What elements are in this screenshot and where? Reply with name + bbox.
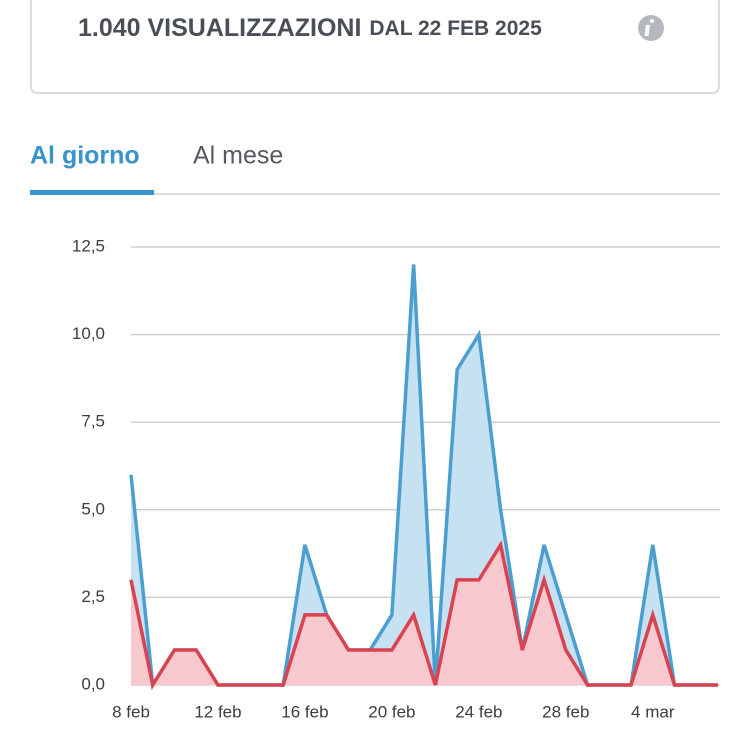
y-tick-label: 0,0: [81, 674, 105, 693]
info-icon[interactable]: [638, 15, 664, 41]
tab-day[interactable]: Al giorno: [30, 142, 140, 170]
area-line: [129, 540, 718, 690]
card: [30, 0, 720, 94]
views-since: DAL 22 FEB 2025: [369, 17, 542, 40]
plot: 0,0 2,5 5,0 7,5 10,0 12,5 8 feb 12 feb 16 feb 20 …: [72, 236, 720, 721]
tab-month[interactable]: Al mese: [193, 142, 283, 170]
x-tick-label: 20 feb: [368, 702, 415, 721]
y-tick-label: 10,0: [72, 324, 105, 343]
x-tick-label: 4 mar: [631, 702, 675, 721]
x-tick-label: 16 feb: [281, 702, 328, 721]
y-tick-label: 7,5: [81, 412, 105, 431]
y-tick-label: 2,5: [81, 587, 105, 606]
x-tick-label: 24 feb: [455, 702, 502, 721]
y-tick-label: 5,0: [81, 499, 105, 518]
x-tick-label: 12 feb: [194, 702, 241, 721]
area-fill: [131, 544, 718, 685]
views-count: 1.040 VISUALIZZAZIONI: [78, 14, 361, 42]
views-summary: 1.040 VISUALIZZAZIONI DAL 22 FEB 2025: [78, 14, 542, 42]
tab-indicator: [30, 190, 154, 195]
y-tick-label: 12,5: [72, 236, 105, 255]
x-tick-label: 28 feb: [542, 702, 589, 721]
x-tick-label: 8 feb: [112, 702, 150, 721]
